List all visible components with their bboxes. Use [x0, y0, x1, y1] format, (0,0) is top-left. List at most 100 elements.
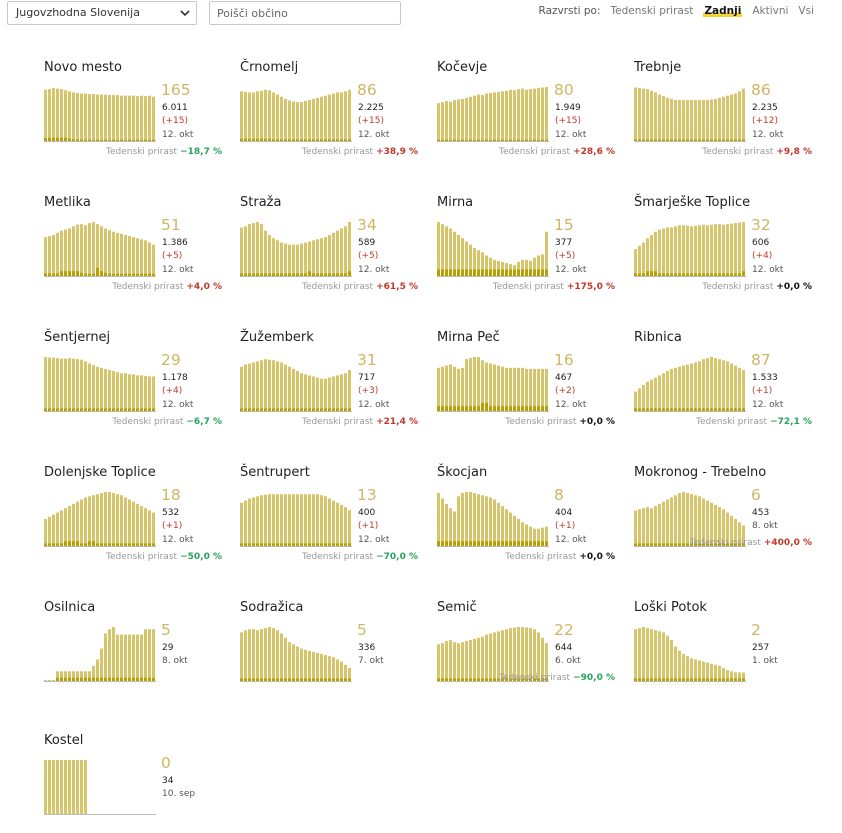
spark-active-bar: [312, 139, 315, 141]
spark-active-bar: [457, 406, 460, 411]
spark-active-bar: [96, 139, 99, 141]
spark-active-bar: [634, 678, 637, 681]
spark-active-bar: [68, 408, 71, 411]
chevron-down-icon: [180, 10, 190, 17]
spark-bar: [80, 359, 83, 411]
municipality-card[interactable]: Loški Potok 2 257 1. okt: [634, 600, 814, 720]
spark-active-bar: [662, 408, 665, 411]
spark-bar: [501, 261, 504, 276]
spark-bar: [513, 627, 516, 681]
weekly-growth-label: Tedenski prirast: [112, 417, 184, 427]
municipality-card[interactable]: Trebnje 86 2.235 (+12) 12. okt Tedenski prira…: [634, 60, 814, 180]
weekly-growth: Tedenski prirast −50,0 %: [106, 552, 222, 562]
municipality-card[interactable]: Sodražica 5 336 7. okt: [240, 600, 420, 720]
spark-bar: [316, 97, 319, 141]
spark-bar: [710, 663, 713, 681]
spark-bar: [240, 227, 243, 276]
total-cases-value: 644: [555, 643, 573, 653]
municipality-card[interactable]: Kočevje 80 1.949 (+15) 12. okt Tedenski prira…: [437, 60, 617, 180]
spark-active-bar: [650, 139, 653, 141]
municipality-name: Črnomelj: [240, 60, 299, 75]
spark-active-bar: [662, 139, 665, 141]
spark-bar: [469, 639, 472, 681]
last-update-date: 12. okt: [162, 535, 194, 545]
spark-bar: [694, 362, 697, 411]
municipality-card[interactable]: Metlika 51 1.386 (+5) 12. okt Tedenski priras…: [44, 195, 224, 315]
spark-bar: [642, 242, 645, 276]
municipality-card[interactable]: Šentrupert 13 400 (+1) 12. okt Tedenski prira…: [240, 465, 420, 585]
spark-bar: [128, 374, 131, 411]
municipality-card[interactable]: Dolenjske Toplice 18 532 (+1) 12. okt Tedensk…: [44, 465, 224, 585]
municipality-card[interactable]: Šentjernej 29 1.178 (+4) 12. okt Tedenski pri…: [44, 330, 224, 450]
municipality-card[interactable]: Šmarješke Toplice 32 606 (+4) 12. okt Tedensk…: [634, 195, 814, 315]
municipality-name: Loški Potok: [634, 600, 707, 615]
spark-bar: [445, 641, 448, 681]
spark-bar: [312, 651, 315, 681]
spark-bar: [457, 496, 460, 546]
spark-active-bar: [718, 273, 721, 276]
spark-bar: [702, 498, 705, 546]
spark-active-bar: [670, 543, 673, 546]
last-update-date: 12. okt: [555, 265, 587, 275]
weekly-growth: Tedenski prirast −6,7 %: [112, 417, 222, 427]
municipality-card[interactable]: Novo mesto 165 6.011 (+15) 12. okt Tedenski p…: [44, 60, 224, 180]
active-cases-value: 86: [751, 81, 771, 99]
spark-active-bar: [690, 273, 693, 276]
municipality-card[interactable]: Mokronog - Trebelno 6 453 8. okt Tedenski pr…: [634, 465, 814, 585]
region-select[interactable]: Jugovzhodna Slovenija: [7, 1, 197, 25]
spark-active-bar: [52, 543, 55, 546]
spark-bar: [72, 358, 75, 411]
spark-active-bar: [68, 541, 71, 546]
municipality-card[interactable]: Črnomelj 86 2.225 (+15) 12. okt Tedenski prir…: [240, 60, 420, 180]
spark-active-bar: [537, 406, 540, 411]
sort-option-aktivni[interactable]: Aktivni: [752, 5, 789, 17]
weekly-growth-value: +4,0 %: [186, 282, 222, 292]
spark-bar: [666, 635, 669, 681]
total-cases-value: 717: [358, 373, 376, 383]
spark-active-bar: [738, 139, 741, 141]
last-update-date: 12. okt: [358, 535, 390, 545]
spark-bar: [654, 506, 657, 546]
spark-active-bar: [441, 406, 444, 411]
spark-bar: [722, 224, 725, 276]
sort-option-zadnji[interactable]: Zadnji: [703, 5, 743, 17]
spark-bar: [481, 95, 484, 141]
spark-active-bar: [702, 678, 705, 681]
spark-active-bar: [148, 273, 151, 276]
spark-bar: [457, 368, 460, 411]
spark-bar: [529, 526, 532, 546]
spark-active-bar: [116, 273, 119, 276]
trend-sparkline: [437, 492, 549, 547]
spark-bar: [304, 649, 307, 681]
spark-active-bar: [272, 678, 275, 681]
spark-active-bar: [505, 541, 508, 546]
spark-bar: [690, 99, 693, 141]
spark-bar: [658, 631, 661, 681]
spark-bar: [288, 366, 291, 411]
municipality-card[interactable]: Škocjan 8 404 (+1) 12. okt Tedenski prirast +0…: [437, 465, 617, 585]
spark-active-bar: [493, 406, 496, 411]
spark-bar: [256, 361, 259, 411]
municipality-card[interactable]: Mirna Peč 16 467 (+2) 12. okt Tedenski priras…: [437, 330, 617, 450]
spark-bar: [517, 89, 520, 141]
spark-bar: [505, 509, 508, 546]
municipality-card[interactable]: Osilnica 5 29 8. okt: [44, 600, 224, 720]
spark-bar: [517, 261, 520, 276]
sort-option-vsi[interactable]: Vsi: [798, 5, 814, 17]
municipality-card[interactable]: Žužemberk 31 717 (+3) 12. okt Tedenski priras…: [240, 330, 420, 450]
spark-active-bar: [445, 678, 448, 681]
spark-active-bar: [268, 273, 271, 276]
spark-bar: [252, 362, 255, 411]
sort-option-tedenski-prirast[interactable]: Tedenski prirast: [610, 5, 694, 17]
municipality-card[interactable]: Ribnica 87 1.533 (+1) 12. okt Tedenski priras…: [634, 330, 814, 450]
municipality-card[interactable]: Semič 22 644 6. okt Tedenski prirast −90,0 %: [437, 600, 617, 720]
spark-active-bar: [248, 678, 251, 681]
municipality-card[interactable]: Kostel 0 34 10. sep: [44, 733, 224, 833]
municipality-card[interactable]: Straža 34 589 (+5) 12. okt Tedenski prirast +6…: [240, 195, 420, 315]
spark-bar: [650, 508, 653, 546]
search-input[interactable]: [209, 1, 401, 25]
trend-sparkline: [634, 222, 746, 277]
spark-bar: [465, 97, 468, 141]
spark-bar: [545, 643, 548, 681]
municipality-card[interactable]: Mirna 15 377 (+5) 12. okt Tedenski prirast +17…: [437, 195, 617, 315]
